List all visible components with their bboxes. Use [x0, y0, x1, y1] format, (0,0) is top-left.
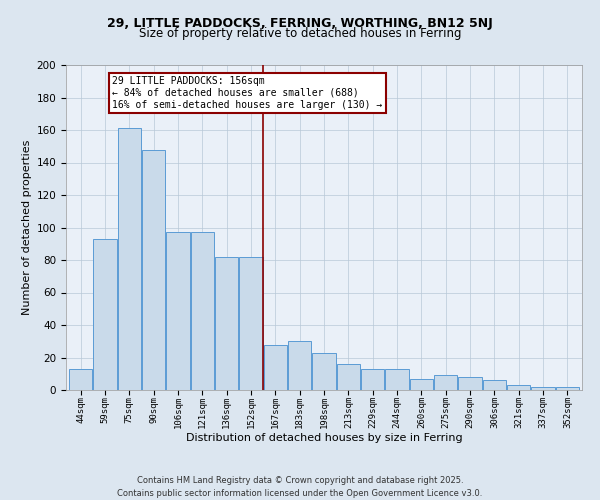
- Bar: [69, 369, 92, 390]
- Y-axis label: Number of detached properties: Number of detached properties: [22, 140, 32, 315]
- Bar: [361, 369, 384, 390]
- X-axis label: Distribution of detached houses by size in Ferring: Distribution of detached houses by size …: [185, 432, 463, 442]
- Text: 29 LITTLE PADDOCKS: 156sqm
← 84% of detached houses are smaller (688)
16% of sem: 29 LITTLE PADDOCKS: 156sqm ← 84% of deta…: [112, 76, 382, 110]
- Bar: [118, 128, 141, 390]
- Bar: [215, 257, 238, 390]
- Bar: [507, 385, 530, 390]
- Bar: [166, 232, 190, 390]
- Bar: [385, 369, 409, 390]
- Bar: [142, 150, 165, 390]
- Text: 29, LITTLE PADDOCKS, FERRING, WORTHING, BN12 5NJ: 29, LITTLE PADDOCKS, FERRING, WORTHING, …: [107, 18, 493, 30]
- Bar: [410, 378, 433, 390]
- Bar: [288, 341, 311, 390]
- Bar: [191, 232, 214, 390]
- Bar: [458, 377, 482, 390]
- Bar: [532, 387, 554, 390]
- Bar: [483, 380, 506, 390]
- Bar: [337, 364, 360, 390]
- Text: Contains HM Land Registry data © Crown copyright and database right 2025.
Contai: Contains HM Land Registry data © Crown c…: [118, 476, 482, 498]
- Bar: [264, 344, 287, 390]
- Text: Size of property relative to detached houses in Ferring: Size of property relative to detached ho…: [139, 28, 461, 40]
- Bar: [239, 257, 263, 390]
- Bar: [313, 352, 335, 390]
- Bar: [556, 387, 579, 390]
- Bar: [94, 239, 116, 390]
- Bar: [434, 376, 457, 390]
